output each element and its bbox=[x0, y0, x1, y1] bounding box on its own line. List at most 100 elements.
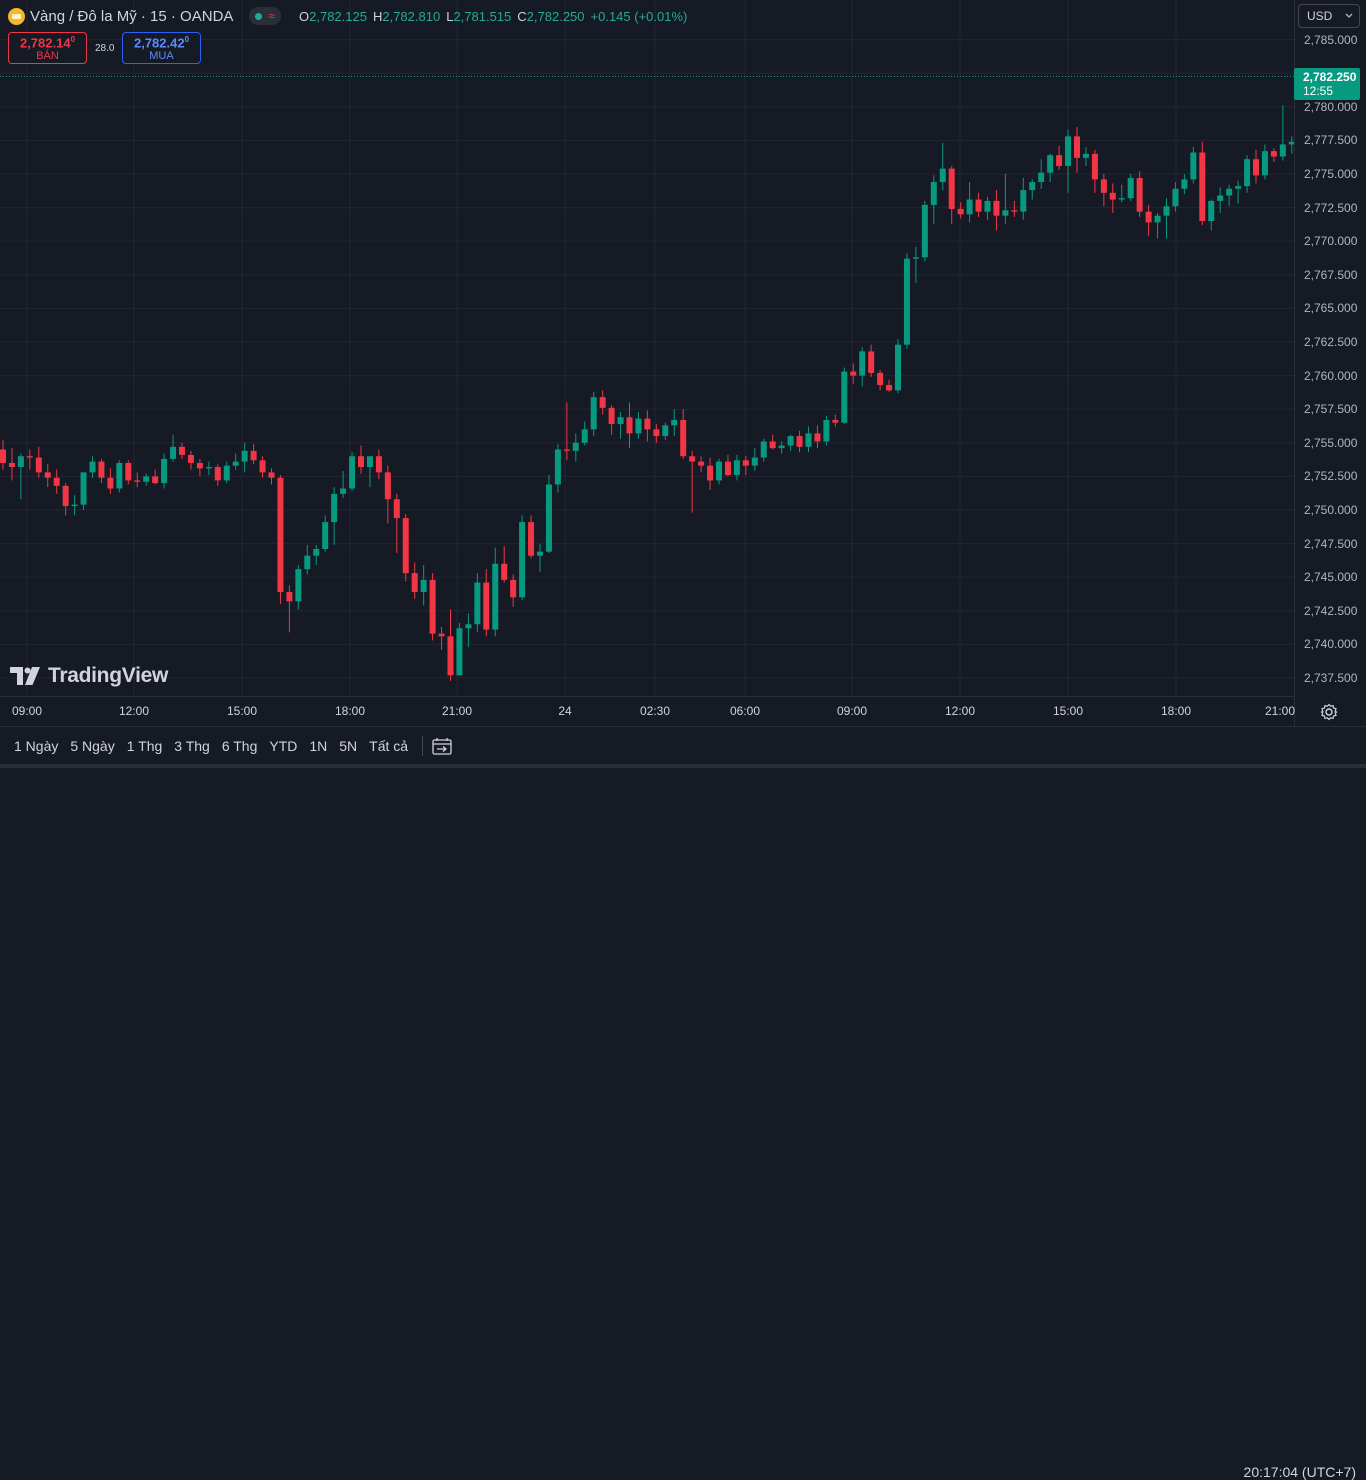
candle[interactable] bbox=[662, 422, 669, 441]
candle[interactable] bbox=[187, 450, 194, 470]
candle[interactable] bbox=[35, 446, 42, 478]
candle[interactable] bbox=[1208, 199, 1215, 231]
candle[interactable] bbox=[250, 444, 257, 465]
candle[interactable] bbox=[384, 465, 391, 524]
candle[interactable] bbox=[1020, 178, 1027, 220]
buy-button[interactable]: 2,782.420 MUA bbox=[122, 32, 201, 64]
candle[interactable] bbox=[286, 585, 293, 633]
candle[interactable] bbox=[563, 402, 570, 461]
candle[interactable] bbox=[268, 468, 275, 485]
candle[interactable] bbox=[125, 460, 132, 485]
candle[interactable] bbox=[1002, 174, 1009, 224]
candle[interactable] bbox=[241, 442, 248, 473]
candle[interactable] bbox=[689, 450, 696, 513]
candle[interactable] bbox=[277, 475, 284, 605]
timezone-clock[interactable]: 20:17:04 (UTC+7) bbox=[1243, 1464, 1356, 1480]
candle[interactable] bbox=[179, 442, 185, 459]
candle[interactable] bbox=[420, 565, 427, 606]
candle[interactable] bbox=[903, 253, 910, 349]
candle[interactable] bbox=[796, 430, 803, 453]
range-button[interactable]: 6 Thg bbox=[221, 737, 258, 754]
candle[interactable] bbox=[1074, 126, 1080, 173]
candle[interactable] bbox=[232, 453, 239, 470]
candle[interactable] bbox=[841, 367, 848, 424]
candle[interactable] bbox=[44, 464, 51, 488]
candlestick-chart[interactable] bbox=[0, 0, 1294, 696]
candle[interactable] bbox=[447, 609, 454, 681]
range-button[interactable]: 1 Thg bbox=[126, 737, 163, 754]
candle[interactable] bbox=[912, 246, 919, 283]
candle[interactable] bbox=[554, 444, 561, 493]
candle[interactable] bbox=[304, 544, 311, 575]
candle[interactable] bbox=[1217, 187, 1224, 213]
range-button[interactable]: Tất cả bbox=[369, 737, 409, 754]
candle[interactable] bbox=[340, 471, 347, 498]
candle[interactable] bbox=[62, 483, 69, 516]
market-status-pill[interactable]: ≈ bbox=[249, 7, 281, 25]
candle[interactable] bbox=[1011, 200, 1018, 218]
candle[interactable] bbox=[760, 438, 767, 462]
candle[interactable] bbox=[859, 347, 866, 387]
candle[interactable] bbox=[1154, 212, 1161, 239]
candle[interactable] bbox=[152, 469, 159, 485]
candle[interactable] bbox=[1270, 148, 1277, 162]
candle[interactable] bbox=[1047, 153, 1054, 183]
candle[interactable] bbox=[161, 453, 168, 489]
candle[interactable] bbox=[1279, 105, 1286, 161]
candle[interactable] bbox=[519, 515, 526, 601]
candle[interactable] bbox=[223, 461, 230, 484]
candle[interactable] bbox=[375, 449, 382, 480]
candle[interactable] bbox=[1082, 147, 1089, 166]
candle[interactable] bbox=[170, 434, 177, 462]
candle[interactable] bbox=[1065, 129, 1072, 193]
candle[interactable] bbox=[724, 454, 731, 477]
candle[interactable] bbox=[53, 469, 60, 494]
candle[interactable] bbox=[1091, 149, 1098, 193]
candle[interactable] bbox=[116, 460, 123, 493]
candle[interactable] bbox=[107, 468, 114, 494]
candle[interactable] bbox=[698, 456, 705, 473]
candle[interactable] bbox=[196, 458, 203, 477]
candle[interactable] bbox=[501, 546, 508, 583]
candle[interactable] bbox=[1100, 174, 1107, 207]
candle[interactable] bbox=[716, 458, 722, 485]
candle[interactable] bbox=[993, 190, 1000, 231]
candle[interactable] bbox=[98, 458, 105, 484]
candle[interactable] bbox=[474, 573, 481, 633]
candle[interactable] bbox=[1109, 183, 1116, 213]
candle[interactable] bbox=[17, 453, 24, 500]
candle[interactable] bbox=[465, 613, 472, 648]
candle[interactable] bbox=[957, 202, 964, 219]
candle[interactable] bbox=[814, 425, 821, 449]
candle[interactable] bbox=[259, 456, 266, 478]
candle[interactable] bbox=[769, 434, 776, 450]
candle[interactable] bbox=[411, 562, 418, 599]
candle[interactable] bbox=[1261, 144, 1268, 180]
candle[interactable] bbox=[528, 515, 535, 559]
candle[interactable] bbox=[26, 449, 33, 470]
candle[interactable] bbox=[671, 409, 678, 437]
candle[interactable] bbox=[492, 547, 499, 637]
candle[interactable] bbox=[707, 457, 714, 490]
candle[interactable] bbox=[1056, 145, 1063, 170]
range-button[interactable]: 1 Ngày bbox=[14, 737, 59, 754]
candle[interactable] bbox=[653, 423, 660, 443]
candle[interactable] bbox=[358, 445, 364, 474]
candle[interactable] bbox=[787, 434, 794, 451]
price-axis[interactable] bbox=[1294, 0, 1366, 726]
candle[interactable] bbox=[349, 452, 356, 492]
candle[interactable] bbox=[80, 472, 87, 510]
candle[interactable] bbox=[626, 402, 633, 449]
candle[interactable] bbox=[1253, 149, 1259, 184]
candle[interactable] bbox=[948, 165, 955, 224]
candle[interactable] bbox=[402, 514, 409, 582]
chart-area[interactable] bbox=[0, 0, 1294, 696]
candle[interactable] bbox=[751, 448, 758, 472]
candle[interactable] bbox=[1181, 174, 1188, 195]
range-button[interactable]: YTD bbox=[269, 737, 298, 754]
candle[interactable] bbox=[1163, 198, 1170, 239]
candle[interactable] bbox=[635, 411, 642, 439]
candle[interactable] bbox=[975, 192, 982, 218]
candle[interactable] bbox=[778, 441, 785, 454]
candle[interactable] bbox=[366, 456, 373, 488]
